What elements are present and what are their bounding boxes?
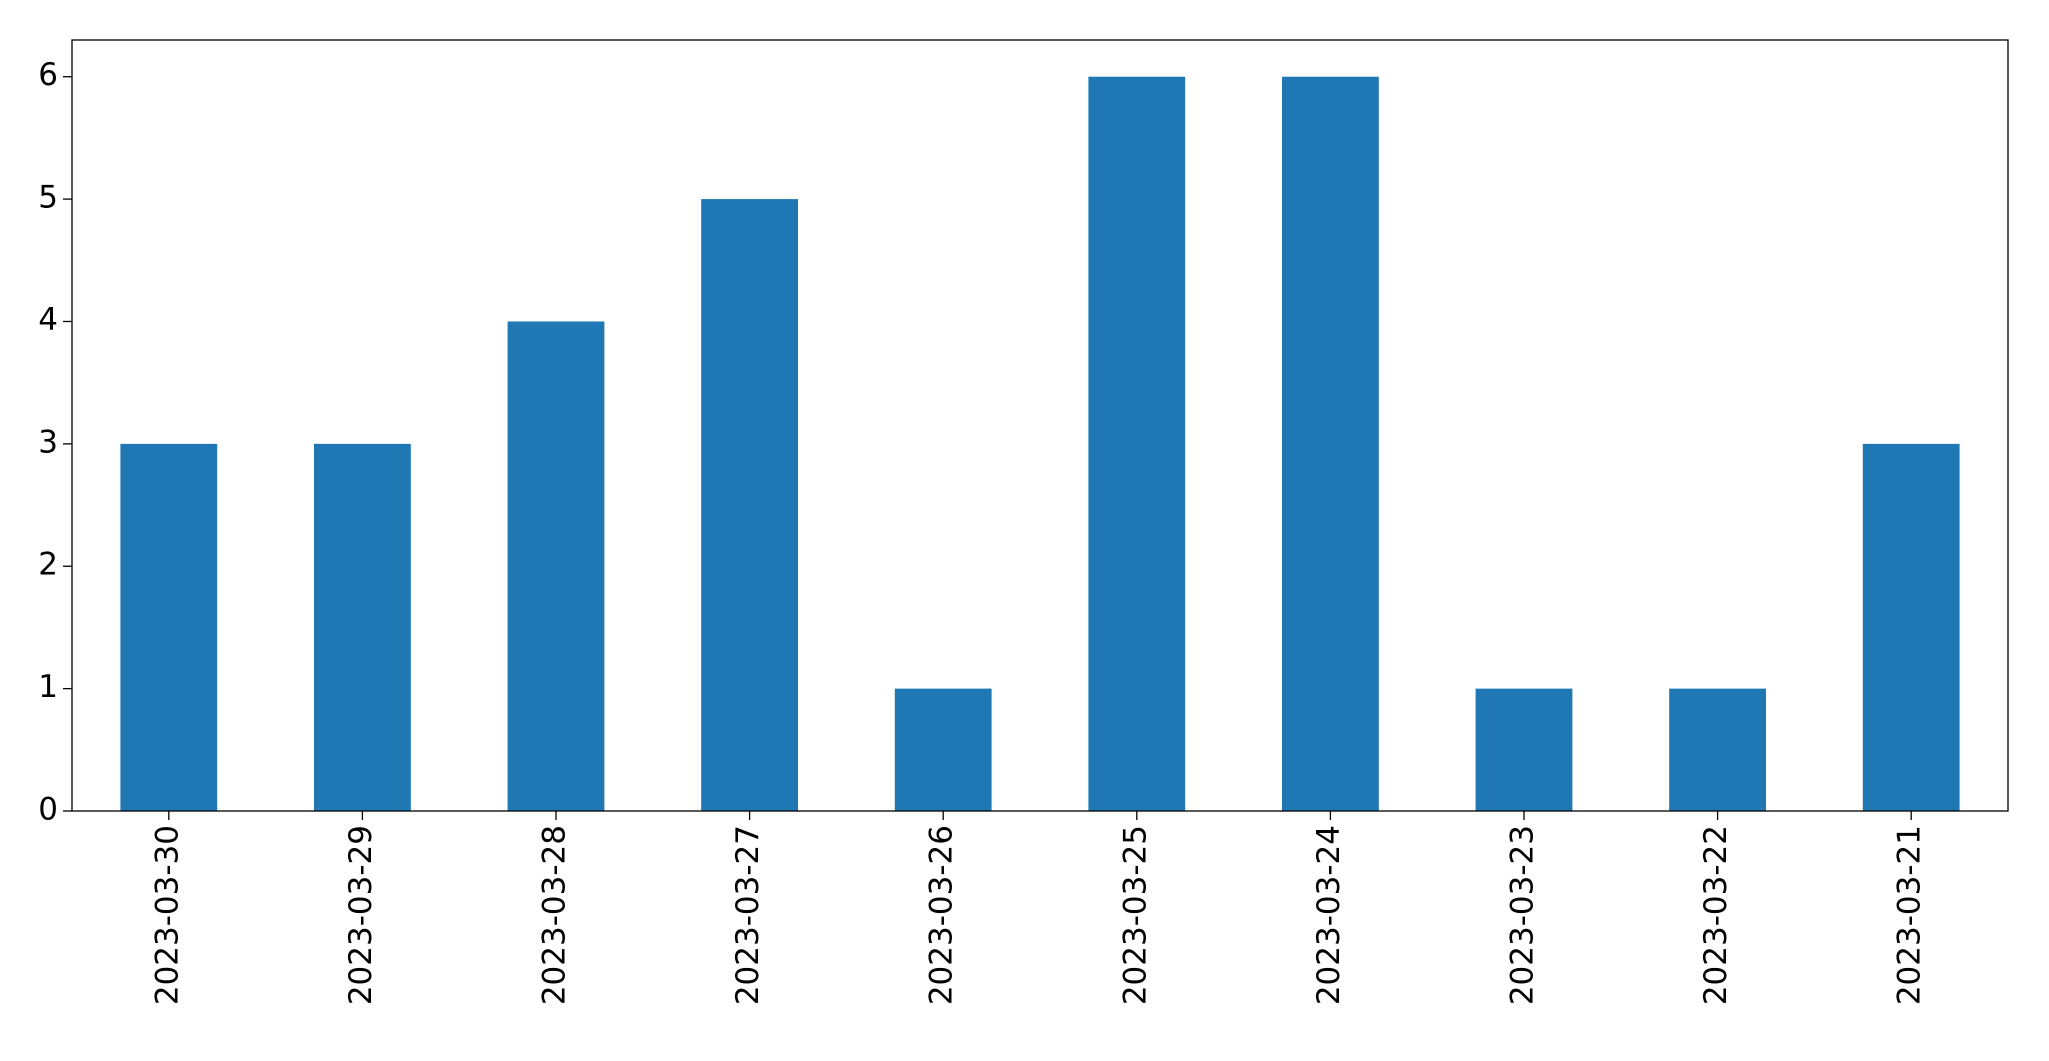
bar [1669,688,1766,811]
x-tick-label: 2023-03-26 [924,825,960,1005]
y-tick-label: 5 [38,180,58,216]
y-tick-label: 2 [38,547,58,583]
bar [1475,688,1573,811]
y-tick-label: 1 [38,669,58,705]
bar [894,688,992,811]
bar [1282,76,1379,811]
x-tick-label: 2023-03-28 [537,825,573,1005]
bar [1088,76,1186,811]
y-tick-label: 4 [38,302,58,338]
x-tick-label: 2023-03-23 [1505,825,1541,1005]
y-tick-label: 0 [38,792,58,828]
x-tick-label: 2023-03-24 [1311,825,1347,1005]
x-tick-label: 2023-03-29 [343,825,379,1005]
y-tick-label: 6 [38,57,58,93]
bar [120,443,218,811]
bar [1862,443,1960,811]
bar [314,443,411,811]
y-tick-label: 3 [38,424,58,460]
x-tick-label: 2023-03-30 [149,825,185,1005]
x-tick-label: 2023-03-27 [730,825,766,1005]
bar [701,199,798,812]
plot-frame [71,39,2009,812]
x-tick-label: 2023-03-25 [1117,825,1153,1005]
x-tick-label: 2023-03-21 [1892,825,1928,1005]
bar [507,321,605,811]
x-tick-label: 2023-03-22 [1698,825,1734,1005]
